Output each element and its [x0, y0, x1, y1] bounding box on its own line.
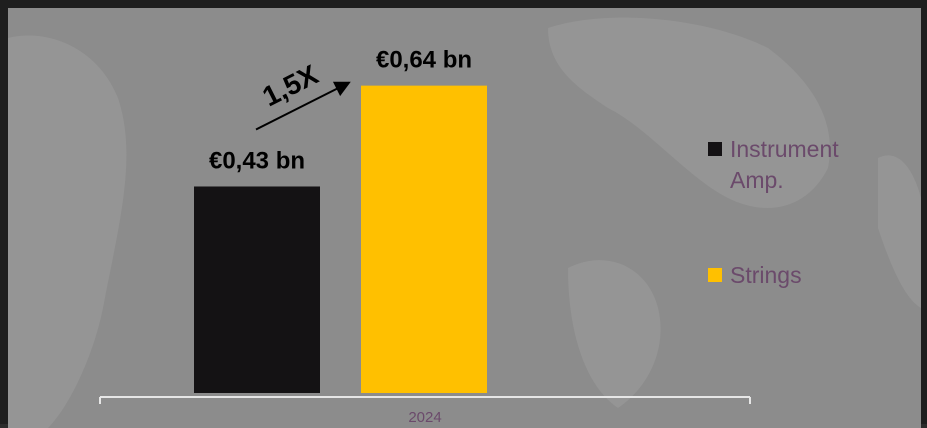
world-map-background: [8, 17, 921, 428]
bar-chart: €0,43 bn €0,64 bn 2024 1,5X Instrument Amp…: [8, 17, 921, 428]
data-label-1: €0,43 bn: [209, 147, 305, 174]
legend-label-1-line2: Amp.: [730, 167, 784, 193]
bar-1: [194, 186, 320, 393]
x-tick-label: 2024: [408, 409, 441, 426]
legend-label-2: Strings: [730, 262, 802, 288]
legend-label-1: Instrument: [730, 136, 839, 162]
legend-swatch-2: [708, 268, 722, 282]
chart-panel: €0,43 bn €0,64 bn 2024 1,5X Instrument Amp…: [8, 8, 921, 428]
growth-arrow: [255, 81, 351, 131]
bar-2: [361, 85, 487, 393]
growth-annotation: 1,5X: [258, 59, 324, 113]
data-label-2: €0,64 bn: [376, 47, 472, 74]
legend-swatch-1: [708, 142, 722, 156]
